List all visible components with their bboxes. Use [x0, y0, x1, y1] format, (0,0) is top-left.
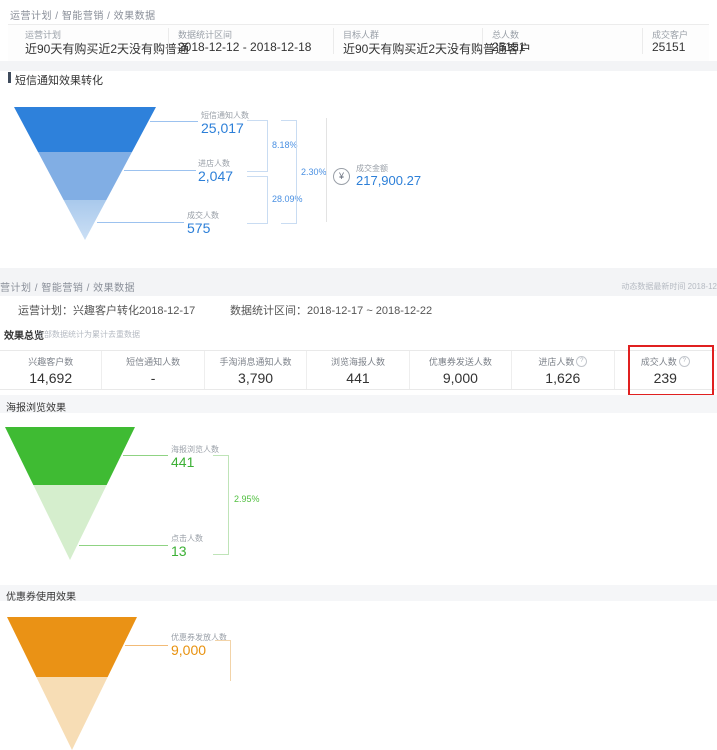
section2-header-band	[0, 268, 717, 296]
rate-bracket-2	[247, 176, 268, 224]
overview-title: 效果总览	[4, 331, 44, 342]
poster-stage1-label: 海报浏览人数	[171, 445, 219, 454]
stat-cell-sms: 短信通知人数 -	[102, 351, 205, 389]
info-label-plan: 运营计划	[25, 30, 62, 40]
stat-value: 239	[653, 369, 677, 386]
poster-rate-bracket	[213, 455, 229, 555]
connector-line	[150, 121, 198, 122]
stat-value: 1,626	[545, 369, 581, 386]
breadcrumb-2[interactable]: 营计划 / 智能营销 / 效果数据	[0, 283, 136, 294]
funnel-stage-2	[7, 677, 137, 750]
sms-funnel-chart	[14, 107, 156, 240]
divider	[333, 28, 334, 54]
funnel-stage3-label: 成交人数	[187, 211, 219, 220]
section-title-sms: 短信通知效果转化	[15, 75, 103, 87]
funnel-stage-1	[14, 107, 156, 152]
poster-stage1-value: 441	[171, 454, 195, 470]
stat-label: 进店人数	[538, 356, 575, 367]
stat-value: -	[150, 369, 156, 386]
stat-value: 14,692	[29, 369, 73, 386]
poster-funnel-chart	[5, 427, 135, 560]
stat-cell-taobao-msg: 手淘消息通知人数 3,790	[205, 351, 308, 389]
coupon-stage1-label: 优惠券发放人数	[171, 633, 227, 642]
currency-icon: ¥	[333, 168, 350, 185]
funnel-stage1-label: 短信通知人数	[201, 111, 249, 120]
divider	[326, 118, 327, 222]
info-value-plan: 近90天有购买近2天没有购普通	[25, 42, 190, 56]
connector-line	[125, 645, 168, 646]
info-value-range: 2018-12-12 - 2018-12-18	[178, 40, 312, 54]
funnel-stage1-value: 25,017	[201, 120, 244, 136]
stat-label: 浏览海报人数	[330, 356, 385, 367]
section-accent-bar	[8, 72, 11, 83]
poster-stage2-value: 13	[171, 543, 187, 559]
stat-cell-poster-view: 浏览海报人数 441	[307, 351, 410, 389]
stat-label: 优惠券发送人数	[428, 356, 492, 367]
poster-section-title: 海报浏览效果	[6, 403, 66, 414]
stat-value: 9,000	[442, 369, 478, 386]
stat-value: 441	[346, 369, 370, 386]
stat-label-wrap: 进店人数 ?	[538, 355, 588, 368]
funnel-stage3-value: 575	[187, 220, 211, 236]
divider	[168, 28, 169, 54]
funnel-stage-3	[14, 200, 156, 240]
breadcrumb[interactable]: 运营计划 / 智能营销 / 效果数据	[10, 11, 156, 22]
info-value-total: 25151	[492, 40, 526, 54]
info-value-target: 近90天有购买近2天没有购普通客户	[343, 42, 532, 56]
poster-section-band	[0, 395, 717, 413]
coupon-section-band	[0, 585, 717, 601]
funnel-stage-2	[5, 485, 135, 560]
help-icon[interactable]: ?	[576, 355, 588, 367]
campaign-info-card	[8, 24, 709, 62]
help-icon[interactable]: ?	[678, 355, 690, 367]
stat-value: 3,790	[238, 369, 274, 386]
connector-line	[79, 545, 168, 546]
info-label-target: 目标人群	[343, 30, 380, 40]
funnel-stage-1	[7, 617, 137, 677]
data-update-note: 动态数据最新时间 2018-12	[621, 282, 717, 291]
info-label-range: 数据统计区间	[178, 30, 233, 40]
funnel-stage-1	[5, 427, 135, 485]
stat-cell-deal: 成交人数 ? 239	[615, 351, 716, 389]
funnel-stage2-value: 2,047	[198, 168, 234, 184]
info-label-deal: 成交客户	[652, 30, 689, 40]
stat-label: 手淘消息通知人数	[219, 356, 292, 367]
coupon-funnel-chart	[7, 617, 137, 750]
info-label-total: 总人数	[492, 30, 520, 40]
connector-line	[124, 170, 196, 171]
connector-line	[97, 222, 184, 223]
stat-range: 数据统计区间：2018-12-17 ~ 2018-12-22	[230, 305, 433, 317]
stat-label: 短信通知人数	[126, 356, 181, 367]
connector-line	[123, 455, 168, 456]
divider	[482, 28, 483, 54]
coupon-rate-bracket	[215, 640, 231, 681]
overview-stats-table: 兴趣客户数 14,692 短信通知人数 - 手淘消息通知人数 3,790 浏览海…	[0, 350, 716, 390]
funnel-stage2-label: 进店人数	[198, 159, 230, 168]
stat-cell-store-visit: 进店人数 ? 1,626	[512, 351, 615, 389]
stat-cell-coupon-sent: 优惠券发送人数 9,000	[410, 351, 513, 389]
stat-label: 成交人数	[640, 356, 677, 367]
stat-label-wrap: 成交人数 ?	[641, 355, 690, 368]
coupon-stage1-value: 9,000	[171, 642, 207, 658]
poster-rate: 2.95%	[234, 494, 260, 504]
info-value-deal: 25151	[652, 40, 686, 54]
poster-stage2-label: 点击人数	[171, 534, 203, 543]
stat-label: 兴趣客户数	[28, 356, 74, 367]
step-rate-2: 28.09%	[272, 194, 303, 204]
coupon-section-title: 优惠券使用效果	[6, 592, 76, 603]
overall-rate: 2.30%	[301, 167, 327, 177]
rate-bracket-1	[247, 120, 268, 172]
highlight-box-deal-count	[628, 345, 714, 396]
amount-label: 成交金额	[356, 164, 388, 173]
step-rate-1: 8.18%	[272, 140, 298, 150]
overall-rate-bracket	[281, 120, 297, 224]
overview-note: 全部数据统计为累计去重数据	[36, 330, 140, 339]
amount-value: 217,900.27	[356, 173, 422, 188]
divider	[642, 28, 643, 54]
stat-cell-interest: 兴趣客户数 14,692	[0, 351, 103, 389]
spacer-band	[0, 61, 717, 71]
funnel-stage-2	[14, 152, 156, 200]
plan-name: 运营计划：兴趣客户转化2018-12-17	[18, 305, 196, 317]
